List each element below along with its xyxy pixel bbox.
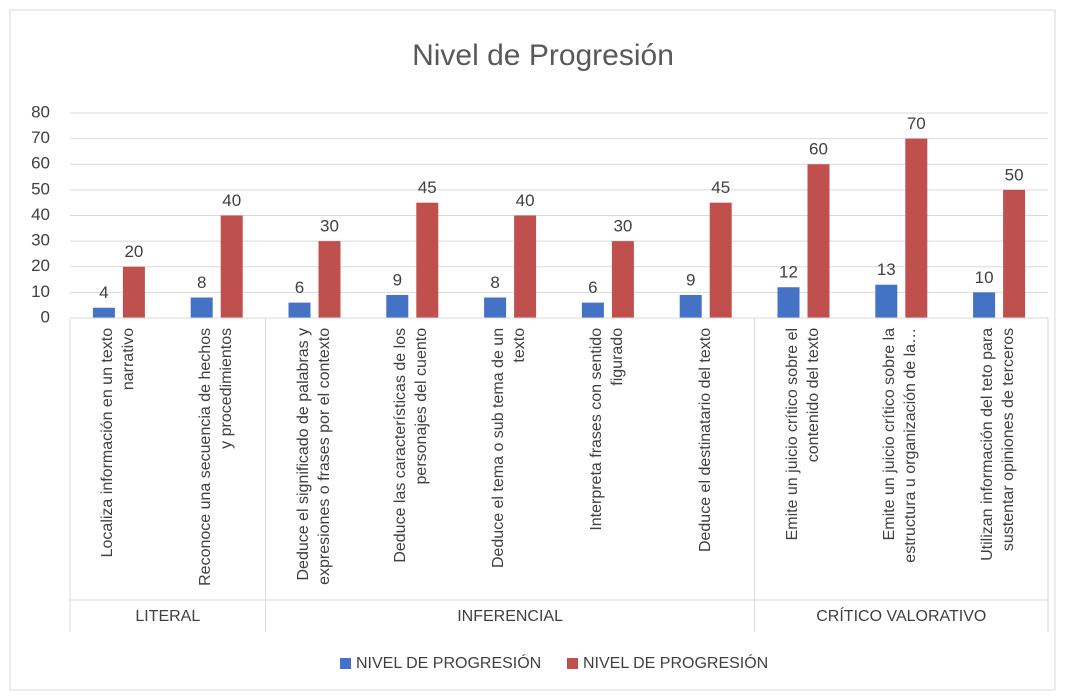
data-label: 8 xyxy=(197,273,206,292)
data-label: 12 xyxy=(779,263,798,282)
data-label: 30 xyxy=(613,217,632,236)
bar xyxy=(484,297,507,318)
bar xyxy=(905,138,928,318)
legend-label: NIVEL DE PROGRESIÓN xyxy=(583,653,768,672)
data-label: 9 xyxy=(393,270,402,289)
y-tick-label: 10 xyxy=(31,282,50,301)
group-label: INFERENCIAL xyxy=(457,608,563,625)
x-tick-label: Deduce el significado de palabras y expr… xyxy=(294,327,333,586)
x-tick-label: Deduce el tema o sub tema de un texto xyxy=(490,327,529,569)
x-tick-label: Utilizan información del teto para suste… xyxy=(979,327,1018,562)
x-tick-label: Interpreta frases con sentido figurado xyxy=(588,327,626,531)
y-tick-label: 80 xyxy=(31,102,50,121)
bar xyxy=(777,287,800,318)
bar xyxy=(386,294,409,318)
x-tick-label: Emite un juicio crítico sobre la estruct… xyxy=(881,327,920,563)
data-label: 13 xyxy=(877,260,896,279)
legend-swatch xyxy=(340,658,351,669)
chart-border xyxy=(9,9,1056,691)
group-label: LITERAL xyxy=(135,608,200,625)
legend-label: NIVEL DE PROGRESIÓN xyxy=(356,653,541,672)
bar xyxy=(875,284,898,318)
legend-swatch xyxy=(567,658,578,669)
y-tick-label: 20 xyxy=(31,256,50,275)
x-tick-label: Deduce las características de los person… xyxy=(392,327,431,563)
bar xyxy=(611,241,634,318)
data-label: 8 xyxy=(490,273,499,292)
bar xyxy=(318,241,341,318)
x-tick-label: Deduce el destinatario del texto xyxy=(696,327,714,553)
y-tick-label: 60 xyxy=(31,154,50,173)
bar xyxy=(807,164,830,318)
data-label: 70 xyxy=(907,114,926,133)
data-label: 50 xyxy=(1005,165,1024,184)
bar xyxy=(679,294,702,318)
data-label: 9 xyxy=(686,270,695,289)
bar xyxy=(122,266,145,318)
data-label: 60 xyxy=(809,140,828,159)
bar xyxy=(581,302,604,318)
bar xyxy=(973,292,996,318)
y-tick-label: 0 xyxy=(41,307,50,326)
data-label: 40 xyxy=(516,191,535,210)
bar xyxy=(514,215,537,318)
bar xyxy=(220,215,243,318)
y-tick-label: 30 xyxy=(31,231,50,250)
data-label: 45 xyxy=(418,178,437,197)
data-label: 20 xyxy=(124,242,143,261)
y-tick-label: 50 xyxy=(31,179,50,198)
x-tick-label: Reconoce una secuencia de hechos y proce… xyxy=(196,327,235,586)
y-tick-label: 70 xyxy=(31,128,50,147)
data-label: 45 xyxy=(711,178,730,197)
chart-title: Nivel de Progresión xyxy=(412,39,674,72)
data-label: 10 xyxy=(975,268,994,287)
bar xyxy=(1003,189,1026,318)
y-tick-label: 40 xyxy=(31,205,50,224)
x-tick-label: Emite un juicio crítico sobre el conteni… xyxy=(783,327,822,541)
bar xyxy=(416,202,439,318)
bar xyxy=(190,297,213,318)
bar xyxy=(288,302,311,318)
data-label: 6 xyxy=(588,278,597,297)
data-label: 40 xyxy=(222,191,241,210)
x-tick-label: Localiza información en un texto narrati… xyxy=(99,327,137,558)
data-label: 4 xyxy=(99,283,108,302)
bar xyxy=(709,202,732,318)
group-label: CRÍTICO VALORATIVO xyxy=(816,606,986,625)
data-label: 30 xyxy=(320,217,339,236)
data-label: 6 xyxy=(295,278,304,297)
bar xyxy=(92,307,115,318)
